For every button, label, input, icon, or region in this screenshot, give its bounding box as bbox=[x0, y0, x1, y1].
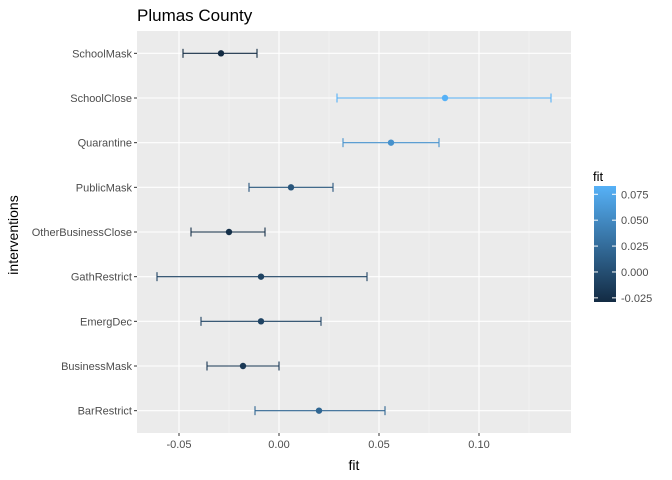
y-tick-label-Quarantine: Quarantine bbox=[78, 138, 132, 150]
point-EmergDec bbox=[257, 318, 265, 325]
x-tick-label: 0.05 bbox=[368, 439, 389, 451]
y-tick-label-GathRestrict: GathRestrict bbox=[71, 272, 132, 284]
y-tick-label-PublicMask: PublicMask bbox=[76, 182, 133, 194]
y-tick-label-BarRestrict: BarRestrict bbox=[78, 406, 132, 418]
x-tick-label: 0.10 bbox=[468, 439, 489, 451]
colorbar-legend: fit -0.025 0.000 0.025 0.050 0.075 bbox=[593, 169, 652, 305]
errorbar-EmergDec bbox=[200, 316, 322, 326]
x-tick-label: -0.05 bbox=[166, 439, 191, 451]
y-axis-title: interventions bbox=[5, 195, 21, 274]
point-SchoolClose bbox=[441, 94, 449, 102]
point-BarRestrict bbox=[315, 407, 323, 414]
errorbar-BarRestrict bbox=[254, 406, 386, 416]
colorbar-tick-label: 0.025 bbox=[621, 241, 649, 253]
colorbar-gradient bbox=[594, 186, 616, 302]
data-marks bbox=[156, 48, 552, 416]
colorbar-ticks: -0.025 0.000 0.025 0.050 0.075 bbox=[594, 189, 652, 305]
errorbar-BusinessMask bbox=[206, 361, 280, 371]
y-axis-ticks: SchoolMask SchoolClose Quarantine PublicMas… bbox=[32, 48, 137, 418]
errorbar-OtherBusinessClose bbox=[190, 227, 266, 237]
y-tick-label-SchoolMask: SchoolMask bbox=[72, 48, 132, 60]
y-tick-label-OtherBusinessClose: OtherBusinessClose bbox=[32, 227, 132, 239]
y-tick-label-SchoolClose: SchoolClose bbox=[70, 93, 132, 105]
x-axis-title: fit bbox=[349, 457, 360, 473]
errorbar-GathRestrict bbox=[156, 272, 368, 282]
colorbar-tick-label: -0.025 bbox=[621, 293, 652, 305]
point-Quarantine bbox=[387, 139, 395, 146]
errorbar-SchoolMask bbox=[182, 48, 258, 58]
x-axis-ticks: -0.05 0.00 0.05 0.10 bbox=[166, 433, 490, 451]
errorbar-Quarantine bbox=[342, 138, 440, 148]
errorbar-SchoolClose bbox=[336, 93, 552, 103]
colorbar-tick-label: 0.075 bbox=[621, 189, 649, 201]
chart-title: Plumas County bbox=[137, 6, 253, 25]
point-GathRestrict bbox=[257, 273, 265, 280]
errorbar-PublicMask bbox=[248, 182, 334, 192]
colorbar-tick-label: 0.000 bbox=[621, 267, 649, 279]
point-SchoolMask bbox=[217, 50, 225, 57]
point-PublicMask bbox=[287, 184, 295, 191]
colorbar-title: fit bbox=[593, 169, 604, 184]
colorbar-tick-label: 0.050 bbox=[621, 215, 649, 227]
point-BusinessMask bbox=[239, 362, 247, 370]
y-tick-label-EmergDec: EmergDec bbox=[80, 316, 132, 328]
point-OtherBusinessClose bbox=[225, 228, 233, 236]
y-tick-label-BusinessMask: BusinessMask bbox=[61, 361, 132, 373]
x-tick-label: 0.00 bbox=[268, 439, 289, 451]
